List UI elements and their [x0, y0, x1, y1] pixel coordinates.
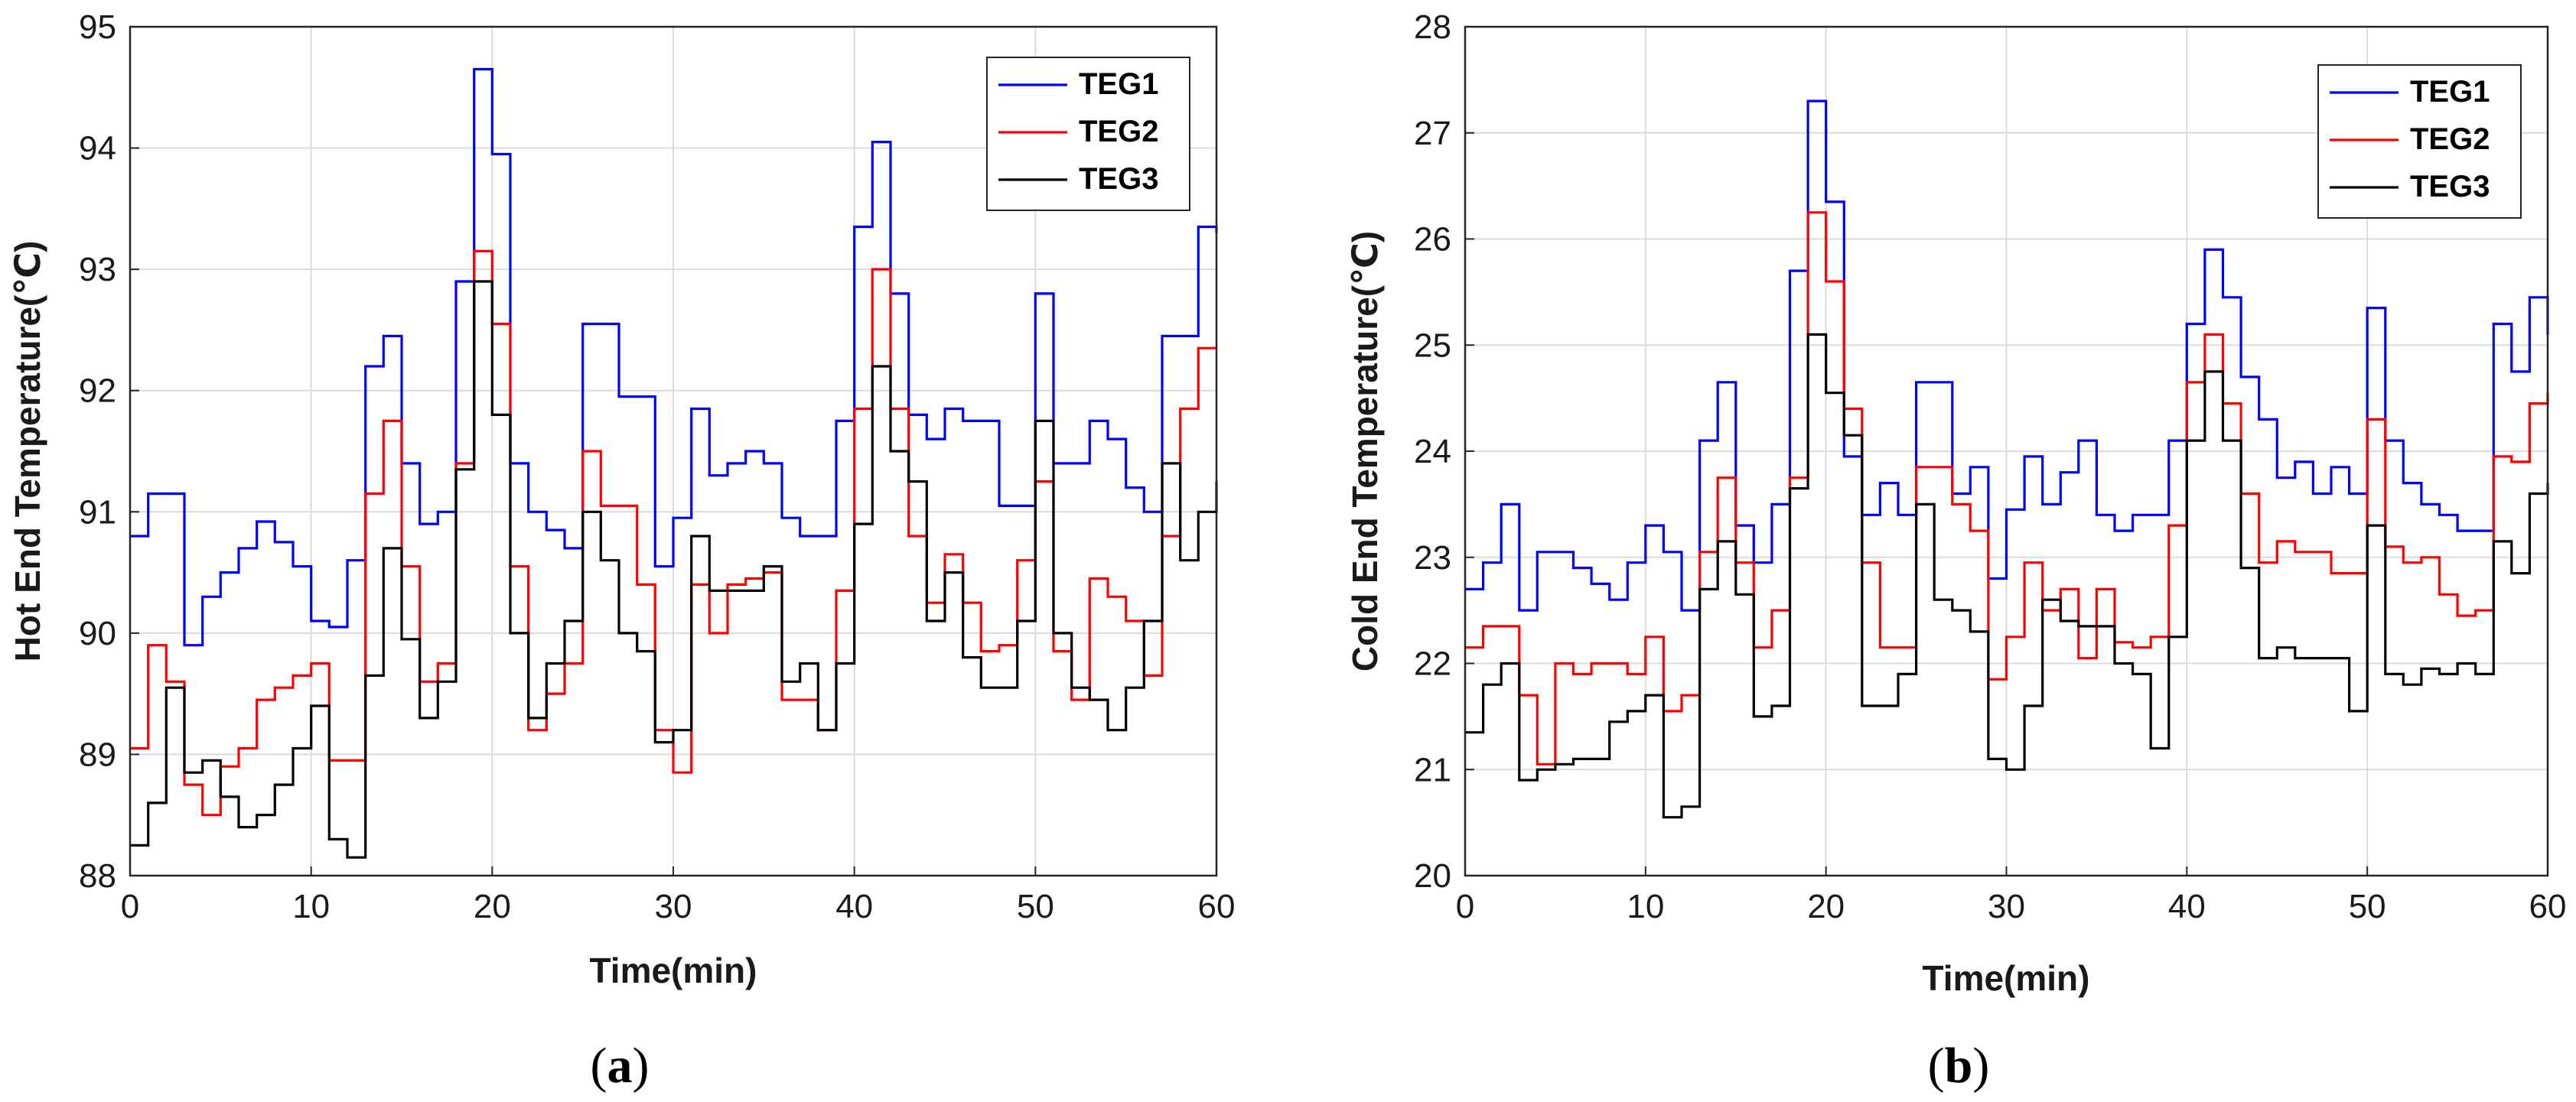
x-axis-label: Time(min)	[1923, 958, 2090, 998]
x-tick-label: 10	[1627, 888, 1664, 925]
y-tick-label: 26	[1414, 221, 1451, 258]
series-lines	[130, 67, 1218, 859]
legend-label: TEG2	[1079, 115, 1158, 148]
y-tick-label: 89	[79, 736, 116, 773]
x-tick-label: 0	[121, 888, 139, 925]
y-tick-label: 94	[79, 130, 116, 167]
legend-label: TEG3	[2410, 170, 2490, 203]
series-line-teg1	[1465, 99, 2549, 612]
plot-frame	[129, 25, 1218, 877]
y-tick-label: 92	[79, 372, 116, 410]
y-tick-label: 24	[1414, 433, 1451, 470]
legend: TEG1 TEG2 TEG3	[986, 57, 1190, 211]
y-axis-label: Cold End Temperature(℃)	[1345, 231, 1385, 671]
legend-label: TEG2	[2410, 122, 2490, 156]
y-tick-labels: 20 21 22 23 24 25 26 27 28	[1414, 8, 1451, 895]
y-tick-label: 27	[1414, 115, 1451, 152]
x-tick-label: 40	[835, 888, 873, 925]
x-tick-labels: 0 10 20 30 40 50 60	[121, 888, 1236, 925]
x-tick-label: 60	[2529, 888, 2567, 925]
x-tick-label: 40	[2168, 888, 2206, 925]
x-axis-label: Time(min)	[590, 951, 757, 990]
series-line-teg3	[130, 280, 1218, 859]
y-tick-label: 20	[1414, 857, 1451, 895]
y-tick-label: 90	[79, 615, 116, 652]
legend: TEG1 TEG2 TEG3	[2317, 64, 2522, 219]
x-tick-label: 20	[474, 888, 511, 925]
legend-label: TEG1	[1079, 67, 1158, 101]
legend-box	[986, 57, 1190, 211]
chart-panel-a: 0 10 20 30 40 50 60 88 89 90 91 92 93 94 95 Time(min)…	[8, 8, 1235, 1094]
x-tick-label: 20	[1807, 888, 1845, 925]
y-axis-label: Hot End Temperature(℃)	[8, 241, 47, 662]
series-lines	[1465, 99, 2549, 819]
x-tick-label: 50	[2349, 888, 2386, 925]
series-line-teg3	[1465, 333, 2549, 819]
legend-label: TEG3	[1079, 162, 1158, 196]
y-tick-label: 93	[79, 251, 116, 288]
y-tick-label: 23	[1414, 539, 1451, 577]
y-tick-label: 22	[1414, 645, 1451, 683]
y-tick-label: 95	[79, 8, 116, 46]
x-tick-label: 50	[1017, 888, 1054, 925]
x-tick-label: 60	[1198, 888, 1236, 925]
y-tick-label: 25	[1414, 327, 1451, 364]
legend-label: TEG1	[2410, 75, 2490, 109]
x-tick-label: 30	[655, 888, 692, 925]
x-tick-label: 0	[1456, 888, 1474, 925]
panel-label: (b)	[1928, 1038, 1990, 1094]
y-tick-labels: 88 89 90 91 92 93 94 95	[79, 8, 116, 895]
x-tick-label: 10	[292, 888, 330, 925]
x-tick-label: 30	[1988, 888, 2025, 925]
panel-label: (a)	[591, 1038, 650, 1094]
x-tick-labels: 0 10 20 30 40 50 60	[1456, 888, 2567, 925]
y-tick-label: 88	[79, 857, 116, 895]
series-line-teg2	[1465, 211, 2549, 766]
legend-box	[2317, 64, 2522, 219]
y-tick-label: 91	[79, 493, 116, 531]
plot-frame	[1464, 25, 2549, 877]
y-tick-label: 21	[1414, 751, 1451, 788]
y-tick-label: 28	[1414, 8, 1451, 46]
chart-panel-b: 0 10 20 30 40 50 60 20 21 22 23 24 25 26 27 28 Time(mi…	[1345, 8, 2566, 1094]
